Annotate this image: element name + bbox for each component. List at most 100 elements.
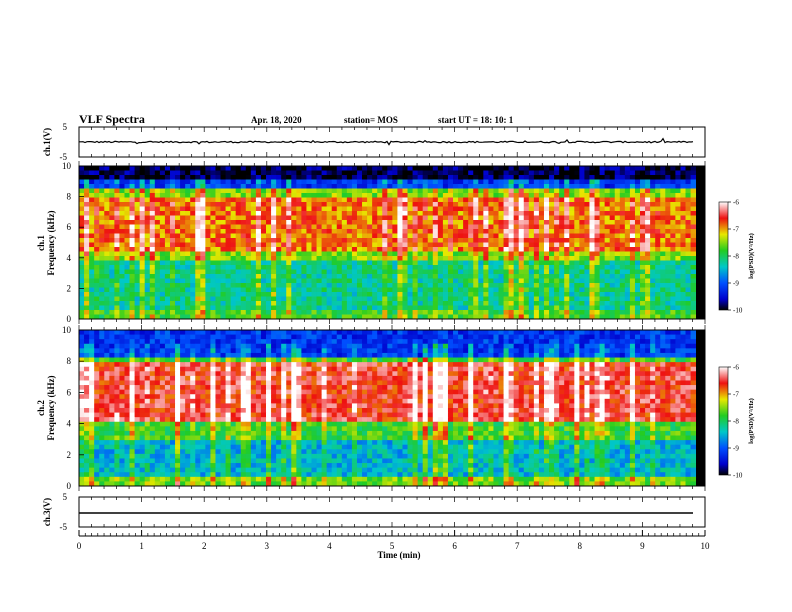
spectrogram-cell (255, 301, 262, 306)
spectrogram-cell (624, 247, 631, 252)
spectrogram-cell (690, 220, 697, 225)
spectrogram-cell (271, 206, 277, 212)
spectrogram-cell (559, 314, 565, 320)
spectrogram-cell (316, 220, 322, 225)
spectrogram-cell (690, 301, 697, 306)
spectrogram-cell (650, 343, 656, 349)
spectrogram-cell (346, 296, 353, 302)
spectrogram-cell (660, 179, 666, 185)
spectrogram-cell (392, 211, 398, 216)
spectrogram-cell (599, 166, 606, 171)
spectrogram-cell (427, 265, 434, 270)
spectrogram-cell (250, 179, 257, 185)
spectrogram-cell (624, 296, 631, 302)
spectrogram-cell (442, 184, 449, 189)
spectrogram-cell (422, 305, 429, 311)
spectrogram-cell (447, 211, 454, 216)
spectrogram-cell (311, 265, 317, 270)
spectrogram-cell (417, 184, 424, 189)
spectrogram-cell (104, 229, 110, 234)
spectrogram-cell (362, 343, 368, 349)
spectrogram-cell (619, 215, 626, 221)
spectrogram-cell (185, 188, 191, 194)
spectrogram-cell (432, 215, 439, 221)
spectrogram-cell (392, 184, 398, 189)
spectrogram-cell (367, 310, 373, 315)
spectrogram-cell (569, 310, 575, 315)
spectrogram-cell (109, 251, 115, 257)
ch1-frequency-label: Frequency (kHz) (46, 210, 56, 275)
spectrogram-cell (579, 278, 585, 284)
spectrogram-cell (311, 292, 317, 297)
spectrogram-cell (331, 247, 338, 252)
spectrogram-cell (392, 348, 398, 354)
spectrogram-cell (554, 202, 560, 207)
spectrogram-cell (584, 238, 590, 243)
spectrogram-cell (84, 334, 90, 340)
spectrogram-cell (614, 188, 621, 194)
spectrogram-cell (458, 256, 464, 261)
spectrogram-cell (468, 256, 474, 261)
spectrogram-cell (569, 269, 575, 275)
spectrogram-cell (442, 296, 449, 302)
spectrogram-cell (351, 188, 358, 194)
spectrogram-cell (407, 305, 413, 311)
spectrogram-cell (84, 179, 90, 185)
spectrogram-cell (336, 224, 343, 230)
spectrogram-cell (488, 175, 494, 180)
spectrogram-cell (341, 188, 348, 194)
spectrogram-cell (442, 274, 449, 279)
spectrogram-cell (89, 260, 95, 266)
spectrogram-cell (579, 179, 585, 185)
spectrogram-cell (296, 256, 302, 261)
spectrogram-cell (346, 179, 353, 185)
spectrogram-cell (453, 301, 459, 306)
spectrogram-cell (114, 292, 120, 297)
spectrogram-cell (286, 287, 292, 293)
spectrogram-cell (478, 265, 484, 270)
spectrogram-cell (453, 283, 459, 288)
spectrogram-cell (412, 278, 419, 284)
spectrogram-cell (417, 269, 424, 275)
spectrogram-cell (144, 296, 151, 302)
spectrogram-cell (180, 265, 186, 270)
spectrogram-cell (619, 184, 626, 189)
spectrogram-cell (175, 175, 181, 180)
spectrogram-cell (159, 179, 166, 185)
spectrogram-cell (205, 179, 211, 185)
spectrogram-cell (281, 256, 287, 261)
spectrogram-cell (326, 334, 333, 340)
spectrogram-cell (149, 287, 156, 293)
spectrogram-cell (518, 184, 525, 189)
spectrogram-cell (645, 348, 651, 354)
spectrogram-cell (291, 206, 297, 212)
spectrogram-cell (437, 256, 444, 261)
spectrogram-cell (488, 251, 494, 257)
spectrogram-cell (604, 215, 611, 221)
spectrogram-cell (169, 296, 176, 302)
spectrogram-cell (564, 278, 570, 284)
spectrogram-cell (518, 170, 525, 176)
spectrogram-cell (331, 296, 338, 302)
spectrogram-cell (594, 348, 600, 354)
spectrogram-cell (549, 197, 555, 203)
spectrogram-cell (149, 242, 156, 248)
spectrogram-cell (240, 283, 247, 288)
spectrogram-cell (614, 339, 621, 345)
spectrogram-cell (175, 238, 181, 243)
spectrogram-cell (624, 256, 631, 261)
spectrogram-cell (407, 256, 413, 261)
spectrogram-cell (281, 283, 287, 288)
spectrogram-cell (114, 247, 120, 252)
spectrogram-cell (286, 197, 292, 203)
spectrogram-cell (675, 242, 681, 248)
spectrogram-cell (513, 188, 520, 194)
spectrogram-cell (579, 224, 585, 230)
spectrogram-cell (458, 305, 464, 311)
spectrogram-cell (149, 215, 156, 221)
spectrogram-cell (240, 229, 247, 234)
spectrogram-cell (169, 238, 176, 243)
spectrogram-cell (245, 170, 252, 176)
spectrogram-cell (210, 314, 216, 320)
spectrogram-cell (412, 179, 419, 185)
